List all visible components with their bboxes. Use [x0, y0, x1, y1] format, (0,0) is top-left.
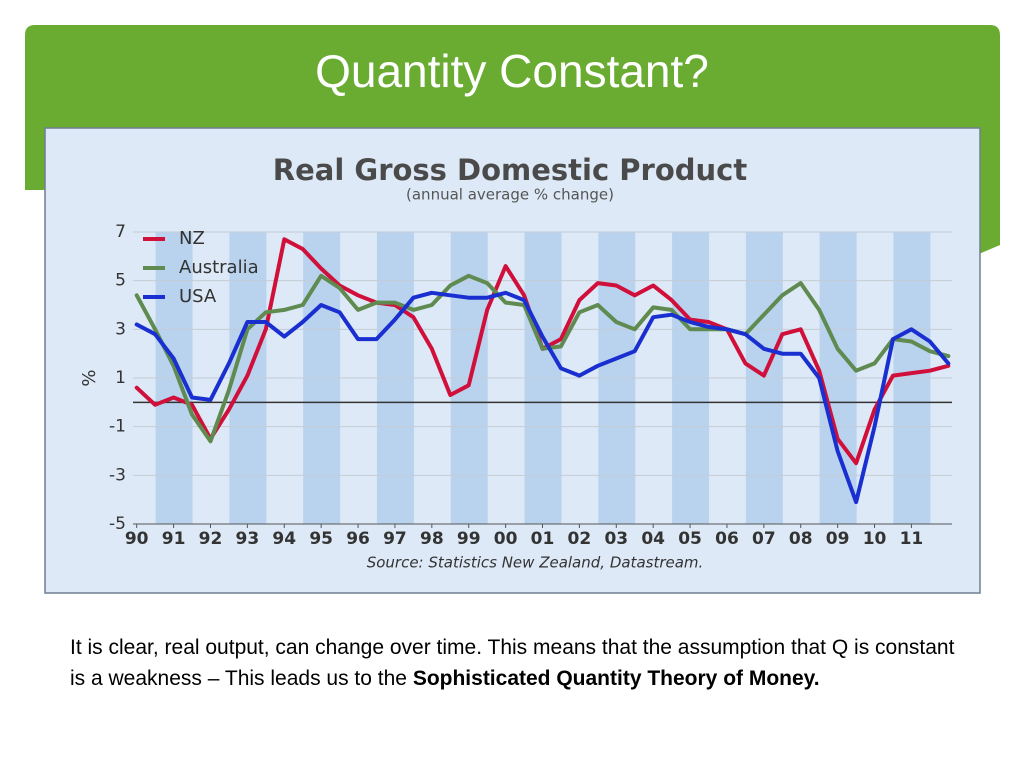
- x-tick-label: 98: [420, 529, 444, 549]
- y-tick-label: 7: [115, 222, 126, 242]
- x-tick-label: 94: [272, 529, 296, 549]
- x-tick-label: 99: [457, 529, 481, 549]
- x-tick-label: 07: [752, 529, 776, 549]
- legend-label: USA: [179, 286, 217, 307]
- y-tick-label: -1: [109, 417, 126, 437]
- x-tick-label: 03: [604, 529, 628, 549]
- body-text: It is clear, real output, can change ove…: [70, 632, 970, 694]
- x-tick-label: 04: [641, 529, 665, 549]
- chart-subtitle: (annual average % change): [406, 186, 614, 204]
- body-plain: It is clear, real output, can change ove…: [70, 636, 955, 690]
- x-tick-label: 97: [383, 529, 407, 549]
- x-tick-label: 90: [125, 529, 149, 549]
- slide-title: Quantity Constant?: [315, 45, 709, 97]
- series-line: [134, 273, 951, 444]
- y-tick-label: 5: [115, 271, 126, 291]
- series-line: [134, 290, 951, 505]
- x-tick-label: 02: [568, 529, 592, 549]
- x-tick-label: 92: [199, 529, 223, 549]
- y-tick-label: -3: [109, 465, 126, 485]
- y-axis-label: %: [79, 369, 100, 386]
- x-tick-label: 93: [236, 529, 260, 549]
- legend-label: NZ: [179, 228, 205, 249]
- y-tick-label: -5: [109, 514, 126, 534]
- x-tick-label: 91: [162, 529, 186, 549]
- y-tick-label: 1: [115, 368, 126, 388]
- source-note: Source: Statistics New Zealand, Datastre…: [367, 554, 704, 572]
- x-tick-label: 08: [789, 529, 813, 549]
- chart: Quantity Constant? Real Gross Domestic P…: [25, 25, 1000, 594]
- x-tick-label: 05: [678, 529, 702, 549]
- x-tick-label: 09: [826, 529, 850, 549]
- y-tick-label: 3: [115, 319, 126, 339]
- x-tick-label: 06: [715, 529, 739, 549]
- legend-label: Australia: [179, 257, 259, 278]
- x-tick-label: 10: [863, 529, 887, 549]
- x-tick-label: 96: [346, 529, 370, 549]
- x-tick-label: 11: [900, 529, 924, 549]
- chart-title: Real Gross Domestic Product: [273, 153, 748, 187]
- x-tick-label: 00: [494, 529, 518, 549]
- body-bold: Sophisticated Quantity Theory of Money.: [412, 667, 820, 690]
- x-tick-label: 01: [531, 529, 555, 549]
- x-tick-label: 95: [309, 529, 333, 549]
